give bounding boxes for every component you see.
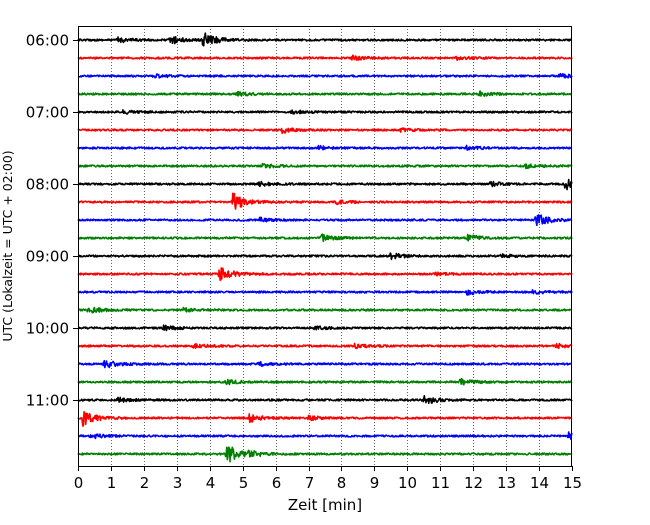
y-tick-label-11:00: 11:00	[26, 392, 69, 410]
trace-1130	[77, 431, 573, 440]
trace-layer	[77, 32, 573, 463]
x-axis-label: Zeit [min]	[288, 496, 362, 514]
trace-0845	[77, 233, 573, 243]
y-axis-ticks: 06:00 07:00 08:00 09:00 10:00 11:00	[26, 32, 78, 410]
trace-1030	[77, 359, 573, 369]
x-tick-label-4: 4	[206, 474, 216, 492]
trace-0915	[77, 267, 573, 282]
trace-0945	[77, 306, 573, 314]
trace-1145	[77, 446, 573, 463]
trace-0815	[77, 192, 573, 210]
x-tick-label-15: 15	[563, 474, 582, 492]
y-tick-label-08:00: 08:00	[26, 176, 69, 194]
trace-0900	[77, 252, 573, 261]
x-tick-label-9: 9	[370, 474, 380, 492]
x-tick-label-12: 12	[464, 474, 483, 492]
trace-1000	[77, 324, 573, 332]
trace-0745	[77, 162, 573, 170]
trace-0715	[77, 127, 573, 135]
x-tick-label-1: 1	[107, 474, 117, 492]
x-tick-label-0: 0	[74, 474, 84, 492]
trace-0700	[77, 109, 573, 115]
x-tick-label-2: 2	[140, 474, 150, 492]
trace-1015	[77, 342, 573, 350]
x-tick-label-6: 6	[272, 474, 282, 492]
y-tick-label-09:00: 09:00	[26, 248, 69, 266]
x-axis-ticks: 0 1 2 3 4 5 6 7 8 9 10 11 12 13 14 15	[74, 466, 582, 492]
trace-0645	[77, 90, 573, 97]
trace-1115	[77, 410, 573, 427]
x-tick-label-8: 8	[337, 474, 347, 492]
y-tick-label-06:00: 06:00	[26, 32, 69, 50]
trace-0800	[77, 178, 573, 191]
trace-0600	[77, 32, 573, 47]
y-tick-label-07:00: 07:00	[26, 104, 69, 122]
x-tick-label-7: 7	[305, 474, 315, 492]
x-tick-label-5: 5	[239, 474, 249, 492]
y-tick-label-10:00: 10:00	[26, 320, 69, 338]
trace-1100	[77, 394, 573, 405]
x-tick-label-14: 14	[530, 474, 549, 492]
x-tick-label-10: 10	[398, 474, 417, 492]
trace-1045	[77, 377, 573, 386]
grid-layer	[111, 26, 540, 466]
trace-0615	[77, 54, 573, 62]
plot-frame	[78, 26, 572, 467]
trace-0930	[77, 289, 573, 296]
trace-0630	[77, 72, 573, 79]
x-tick-label-3: 3	[173, 474, 183, 492]
trace-0730	[77, 144, 573, 151]
trace-0830	[77, 214, 573, 227]
y-axis-label: UTC (Lokalzeit = UTC + 02:00)	[0, 150, 15, 341]
x-tick-label-13: 13	[497, 474, 516, 492]
x-tick-label-11: 11	[431, 474, 450, 492]
